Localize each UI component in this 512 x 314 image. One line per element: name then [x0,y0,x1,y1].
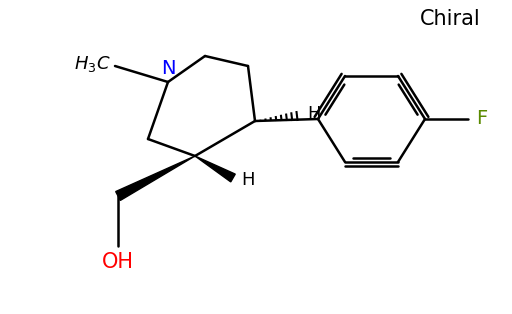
Text: H: H [241,171,254,189]
Polygon shape [195,156,235,182]
Text: Chiral: Chiral [420,9,480,29]
Text: F: F [476,110,487,128]
Text: $H_3C$: $H_3C$ [74,54,111,74]
Text: H: H [307,105,321,123]
Text: OH: OH [102,252,134,272]
Polygon shape [116,156,195,200]
Text: N: N [161,59,175,78]
